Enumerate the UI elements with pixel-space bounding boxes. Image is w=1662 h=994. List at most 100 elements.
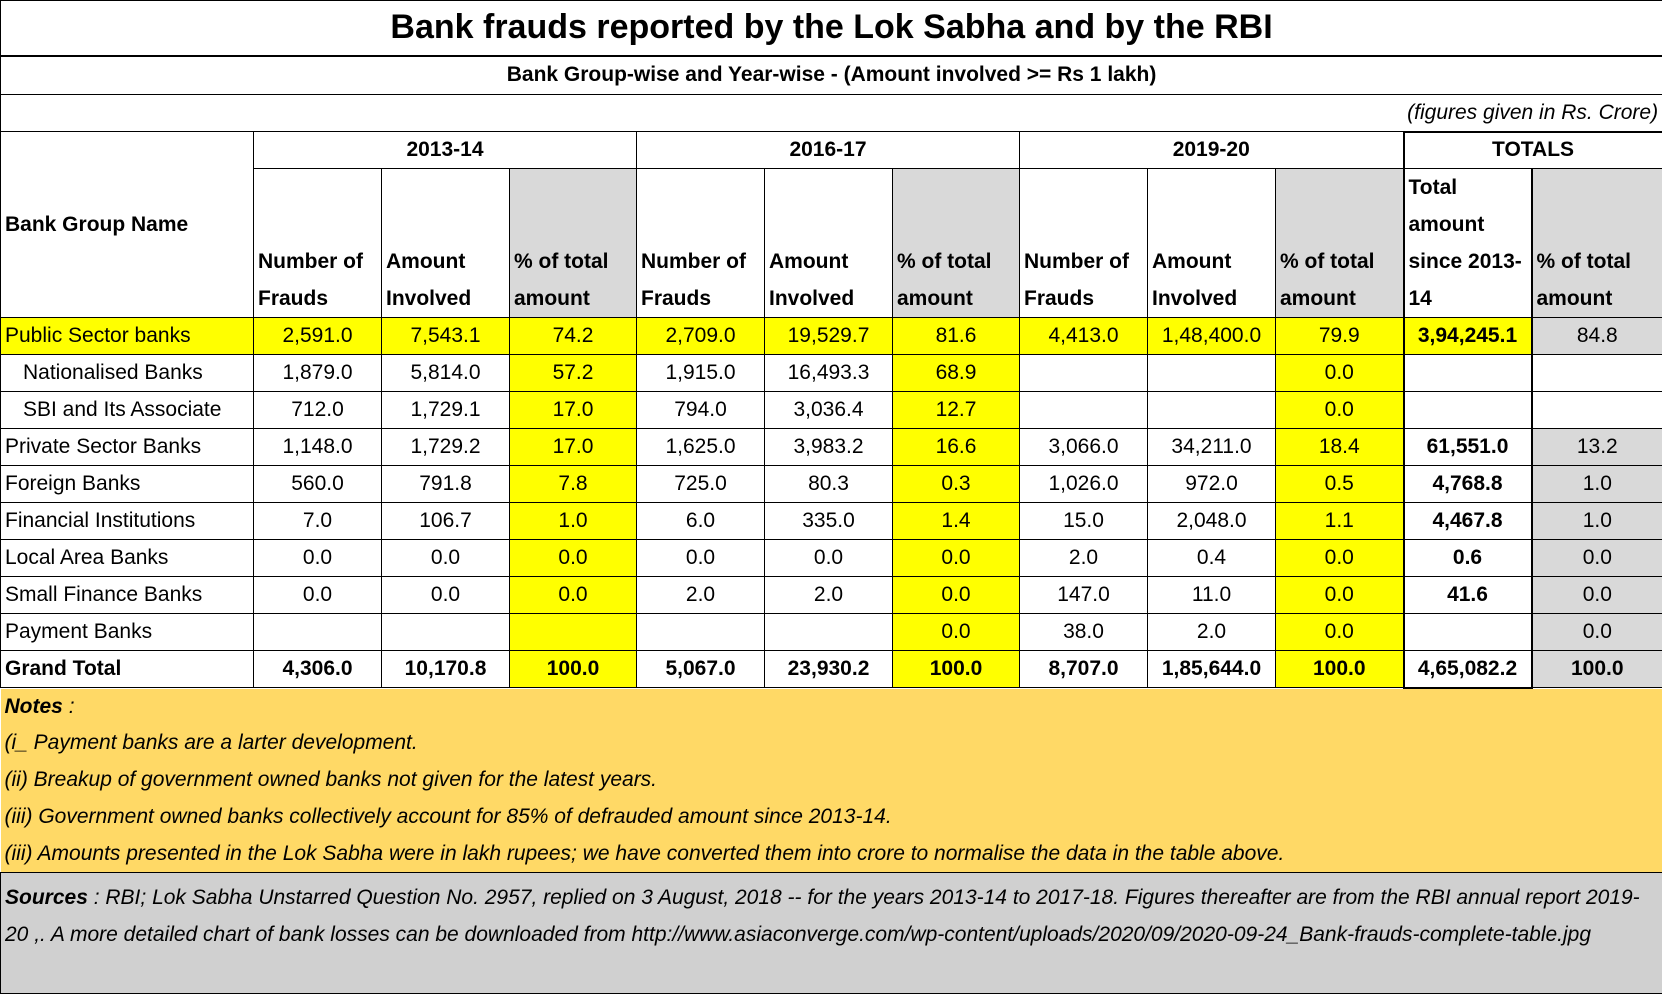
table-cell: 3,066.0 — [1020, 429, 1148, 466]
table-cell: 147.0 — [1020, 577, 1148, 614]
table-cell — [382, 614, 510, 651]
table-cell: 106.7 — [382, 503, 510, 540]
table-cell: 1.1 — [1276, 503, 1404, 540]
table-cell: 0.0 — [1276, 614, 1404, 651]
table-cell: 5,814.0 — [382, 355, 510, 392]
table-cell: 12.7 — [893, 392, 1020, 429]
table-cell: 1,729.2 — [382, 429, 510, 466]
table-cell: 1,48,400.0 — [1148, 318, 1276, 355]
table-cell: 4,467.8 — [1404, 503, 1532, 540]
table-cell: 7.0 — [254, 503, 382, 540]
table-cell: 0.0 — [893, 540, 1020, 577]
table-cell: 0.0 — [1276, 577, 1404, 614]
table-row: (i_ Payment banks are a larter developme… — [1, 725, 1662, 762]
column-header: Number of Frauds — [254, 169, 382, 318]
table-cell: 57.2 — [510, 355, 637, 392]
column-header: Number of Frauds — [1020, 169, 1148, 318]
table-cell: 18.4 — [1276, 429, 1404, 466]
table-cell — [637, 614, 765, 651]
table-cell: 1,85,644.0 — [1148, 651, 1276, 688]
table-cell: 17.0 — [510, 392, 637, 429]
row-label: Financial Institutions — [1, 503, 254, 540]
table-cell: 0.0 — [1532, 577, 1662, 614]
table-cell: 0.0 — [893, 577, 1020, 614]
table-cell: 0.0 — [893, 614, 1020, 651]
table-cell: 1.0 — [510, 503, 637, 540]
table-cell: 80.3 — [765, 466, 893, 503]
table-cell: 972.0 — [1148, 466, 1276, 503]
table-cell — [1532, 355, 1662, 392]
table-cell: 15.0 — [1020, 503, 1148, 540]
group-header: 2016-17 — [637, 132, 1020, 169]
table-cell: 1,915.0 — [637, 355, 765, 392]
table-cell: 560.0 — [254, 466, 382, 503]
table-cell: 791.8 — [382, 466, 510, 503]
table-cell: 61,551.0 — [1404, 429, 1532, 466]
table-cell: 0.0 — [382, 540, 510, 577]
group-header: TOTALS — [1404, 132, 1662, 169]
table-cell: 6.0 — [637, 503, 765, 540]
table-cell: 8,707.0 — [1020, 651, 1148, 688]
table-cell: 7.8 — [510, 466, 637, 503]
table-row: Bank frauds reported by the Lok Sabha an… — [1, 1, 1662, 56]
table-cell: 10,170.8 — [382, 651, 510, 688]
table-cell — [1404, 355, 1532, 392]
column-header: Amount Involved — [765, 169, 893, 318]
table-cell: 2.0 — [1148, 614, 1276, 651]
table-cell: 2.0 — [637, 577, 765, 614]
table-cell: 100.0 — [510, 651, 637, 688]
column-header: Number of Frauds — [637, 169, 765, 318]
table-cell — [1020, 355, 1148, 392]
table-cell: 2,048.0 — [1148, 503, 1276, 540]
table-row: (figures given in Rs. Crore) — [1, 95, 1662, 132]
table-cell: 3,983.2 — [765, 429, 893, 466]
table-cell: 1,625.0 — [637, 429, 765, 466]
row-label: Grand Total — [1, 651, 254, 688]
table-cell: 4,306.0 — [254, 651, 382, 688]
row-label: Private Sector Banks — [1, 429, 254, 466]
table-cell: 19,529.7 — [765, 318, 893, 355]
row-label: Local Area Banks — [1, 540, 254, 577]
table-cell: 7,543.1 — [382, 318, 510, 355]
table-cell: 74.2 — [510, 318, 637, 355]
table-cell: 68.9 — [893, 355, 1020, 392]
table-cell: 2,591.0 — [254, 318, 382, 355]
table-cell — [1532, 392, 1662, 429]
table-cell — [510, 614, 637, 651]
column-header: % of total amount — [510, 169, 637, 318]
table-row: (iii) Amounts presented in the Lok Sabha… — [1, 836, 1662, 873]
table-cell: 2.0 — [1020, 540, 1148, 577]
table-cell: 0.3 — [893, 466, 1020, 503]
table-cell: 11.0 — [1148, 577, 1276, 614]
table-cell: 100.0 — [1276, 651, 1404, 688]
table-cell: 335.0 — [765, 503, 893, 540]
table-cell: 2,709.0 — [637, 318, 765, 355]
note-item: (ii) Breakup of government owned banks n… — [1, 762, 1662, 799]
table-cell: 4,413.0 — [1020, 318, 1148, 355]
table-cell — [765, 614, 893, 651]
table-cell — [254, 614, 382, 651]
table-cell: 0.0 — [254, 540, 382, 577]
table-cell: 1,729.1 — [382, 392, 510, 429]
table-cell: 23,930.2 — [765, 651, 893, 688]
sources-label: Sources — [5, 886, 88, 909]
notes-label: Notes — [5, 695, 63, 718]
table-cell — [1148, 392, 1276, 429]
table-cell: 13.2 — [1532, 429, 1662, 466]
table-row: Notes : — [1, 688, 1662, 725]
table-row: (ii) Breakup of government owned banks n… — [1, 762, 1662, 799]
table-cell: 0.0 — [1276, 355, 1404, 392]
row-label: Nationalised Banks — [1, 355, 254, 392]
table-cell: 79.9 — [1276, 318, 1404, 355]
subtitle: Bank Group-wise and Year-wise - (Amount … — [1, 56, 1662, 95]
row-label: Foreign Banks — [1, 466, 254, 503]
sources-text: : RBI; Lok Sabha Unstarred Question No. … — [5, 886, 1640, 946]
